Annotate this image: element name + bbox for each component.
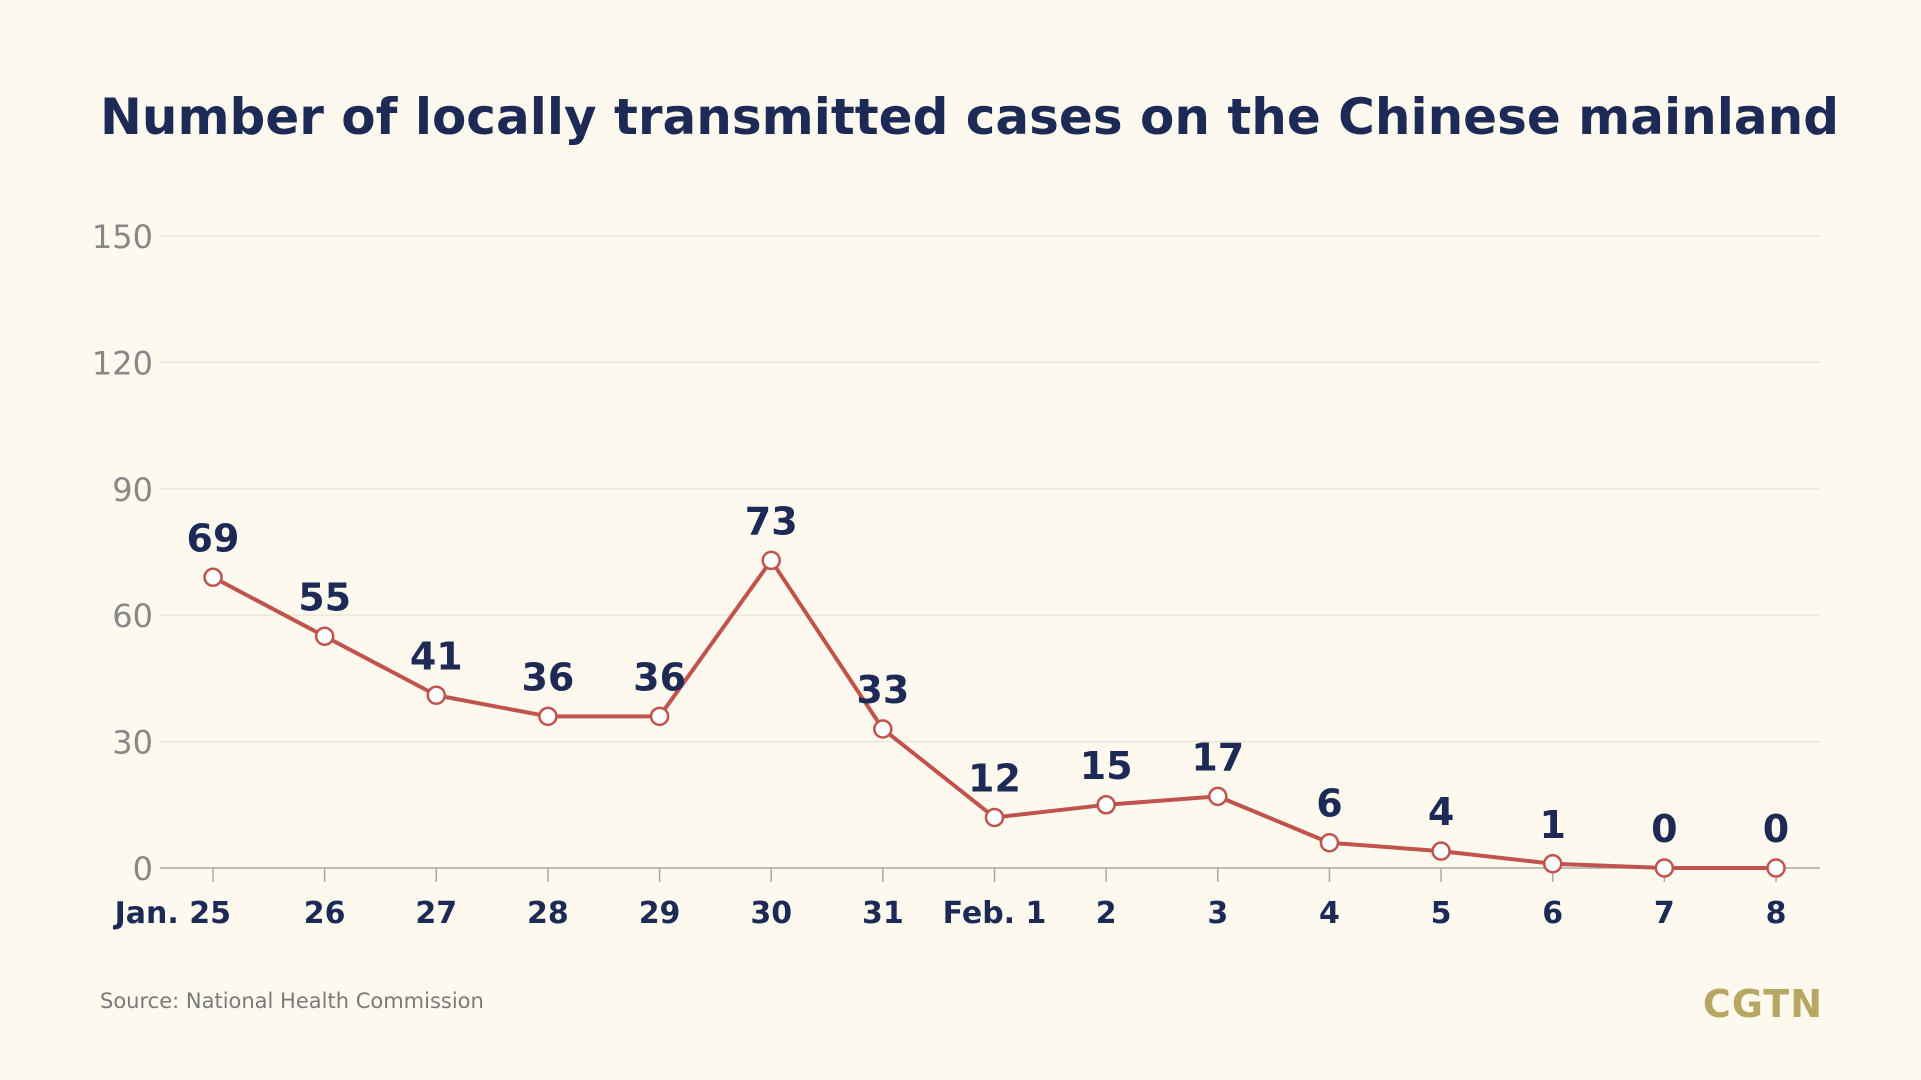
data-point	[1431, 841, 1451, 861]
data-label: 6	[1316, 782, 1342, 826]
data-point	[984, 807, 1005, 828]
data-point	[203, 567, 223, 588]
chart-title: Number of locally transmitted cases on t…	[100, 88, 1840, 146]
data-point	[1542, 854, 1563, 874]
y-axis-ticks: 0 30 60 90 120 150	[92, 218, 153, 888]
data-points	[203, 550, 1786, 878]
data-label: 36	[633, 655, 686, 699]
x-tick-label: 3	[1207, 896, 1228, 931]
cgtn-logo: CGTN	[1702, 982, 1823, 1026]
data-label: 73	[745, 499, 798, 543]
x-tick-label: 29	[639, 896, 681, 931]
data-point	[1766, 858, 1786, 878]
data-point	[649, 706, 670, 727]
x-tick-label: 31	[862, 896, 904, 931]
data-point	[873, 719, 893, 739]
x-tick-label: 7	[1654, 896, 1675, 931]
data-label: 12	[968, 756, 1021, 800]
data-point	[1654, 858, 1675, 878]
y-tick-label: 150	[92, 218, 153, 256]
x-tick-label: Jan. 25	[113, 896, 231, 931]
y-tick-label: 0	[133, 850, 153, 888]
x-tick-label: 6	[1542, 896, 1563, 931]
data-label: 1	[1539, 803, 1565, 847]
data-label: 33	[856, 668, 909, 712]
data-point	[1208, 786, 1228, 807]
data-label: 17	[1191, 735, 1244, 779]
data-point	[314, 626, 335, 647]
x-tick-label: 28	[527, 896, 569, 931]
data-point	[538, 706, 558, 727]
data-label: 0	[1651, 807, 1677, 851]
source-note: Source: National Health Commission	[100, 989, 484, 1013]
data-point	[1096, 795, 1116, 815]
data-point	[761, 550, 781, 571]
data-point	[426, 685, 447, 706]
data-label: 55	[298, 575, 351, 619]
data-label: 36	[521, 655, 574, 699]
x-tick-label: 30	[750, 896, 792, 931]
x-tick-label: 2	[1096, 896, 1117, 931]
x-tick-label: 27	[415, 896, 457, 931]
data-label: 4	[1428, 790, 1454, 834]
y-tick-label: 30	[112, 724, 153, 762]
data-label: 41	[410, 634, 463, 678]
data-point	[1319, 832, 1340, 853]
data-label: 69	[187, 516, 240, 560]
x-tick-label: 8	[1766, 896, 1787, 931]
x-tick-label: Feb. 1	[943, 896, 1047, 931]
x-axis: Jan. 25 26 27 28 29 30 31 Feb. 1 2 3 4 5 6 7 8	[113, 867, 1820, 931]
data-label: 0	[1763, 807, 1789, 851]
data-label: 15	[1080, 744, 1133, 788]
x-tick-label: 26	[304, 896, 346, 931]
x-tick-label: 4	[1319, 896, 1340, 931]
x-tick-label: 5	[1431, 896, 1452, 931]
y-tick-label: 90	[112, 471, 153, 509]
y-tick-label: 120	[92, 344, 153, 382]
grid-lines	[160, 235, 1820, 743]
y-tick-label: 60	[112, 597, 153, 635]
